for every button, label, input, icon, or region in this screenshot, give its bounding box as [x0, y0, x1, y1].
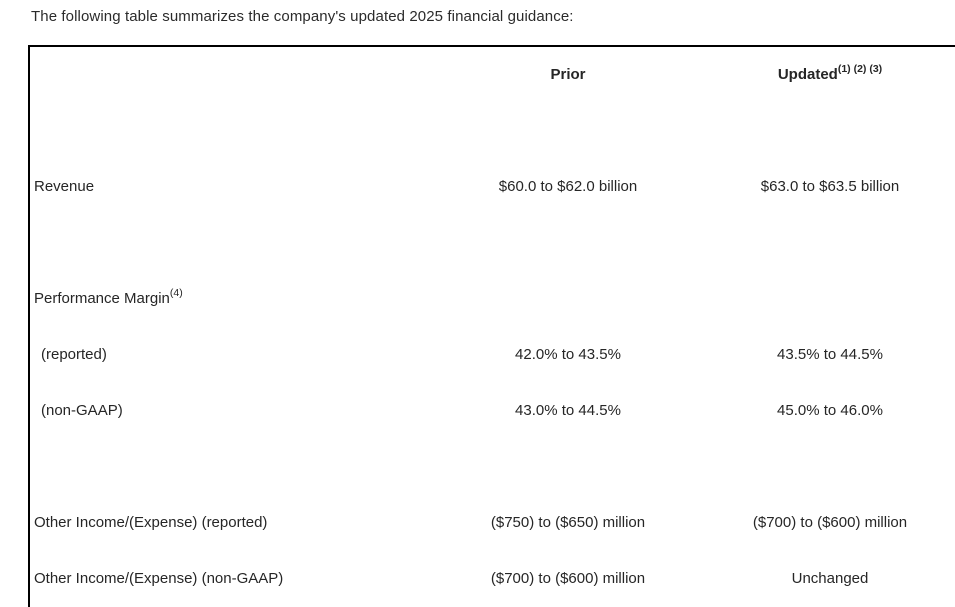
spacer-row [30, 103, 955, 159]
guidance-table: Prior Updated(1) (2) (3) Revenue $60.0 t… [28, 45, 955, 607]
footnote-ref: (4) [169, 287, 183, 299]
table-row-other-income-non-gaap: Other Income/(Expense) (non-GAAP) ($700)… [30, 551, 955, 607]
prior-value: ($700) to ($600) million [490, 570, 646, 587]
row-label: Other Income/(Expense) (non-GAAP) [34, 570, 284, 587]
row-label: Revenue [34, 178, 95, 195]
updated-value: 43.5% to 44.5% [777, 346, 883, 363]
page-title: The following table summarizes the compa… [31, 8, 574, 25]
prior-value: $60.0 to $62.0 billion [498, 178, 638, 195]
row-label: (reported) [41, 346, 107, 363]
table-row-margin-reported: (reported) 42.0% to 43.5% 43.5% to 44.5% [30, 327, 955, 383]
spacer-row [30, 439, 955, 495]
prior-value: ($750) to ($650) million [490, 514, 646, 531]
row-label: Other Income/(Expense) (reported) [34, 514, 268, 531]
table-row-performance-margin: Performance Margin(4) [30, 271, 955, 327]
table-row-revenue: Revenue $60.0 to $62.0 billion $63.0 to … [30, 159, 955, 215]
prior-value: 43.0% to 44.5% [515, 402, 621, 419]
table-row-other-income-reported: Other Income/(Expense) (reported) ($750)… [30, 495, 955, 551]
table-header-row: Prior Updated(1) (2) (3) [30, 47, 955, 103]
updated-value: 45.0% to 46.0% [777, 402, 883, 419]
updated-value: Unchanged [791, 570, 869, 587]
column-header-prior: Prior [550, 66, 586, 83]
table-row-margin-non-gaap: (non-GAAP) 43.0% to 44.5% 45.0% to 46.0% [30, 383, 955, 439]
updated-value: $63.0 to $63.5 billion [760, 178, 900, 195]
row-label: Performance Margin(4) [34, 287, 183, 307]
spacer-row [30, 215, 955, 271]
updated-footnote-refs: (1) (2) (3) [837, 63, 883, 75]
column-header-updated: Updated(1) (2) (3) [730, 63, 930, 84]
column-header-updated-label: Updated [777, 66, 838, 83]
updated-value: ($700) to ($600) million [752, 514, 908, 531]
row-label: (non-GAAP) [41, 402, 123, 419]
prior-value: 42.0% to 43.5% [515, 346, 621, 363]
